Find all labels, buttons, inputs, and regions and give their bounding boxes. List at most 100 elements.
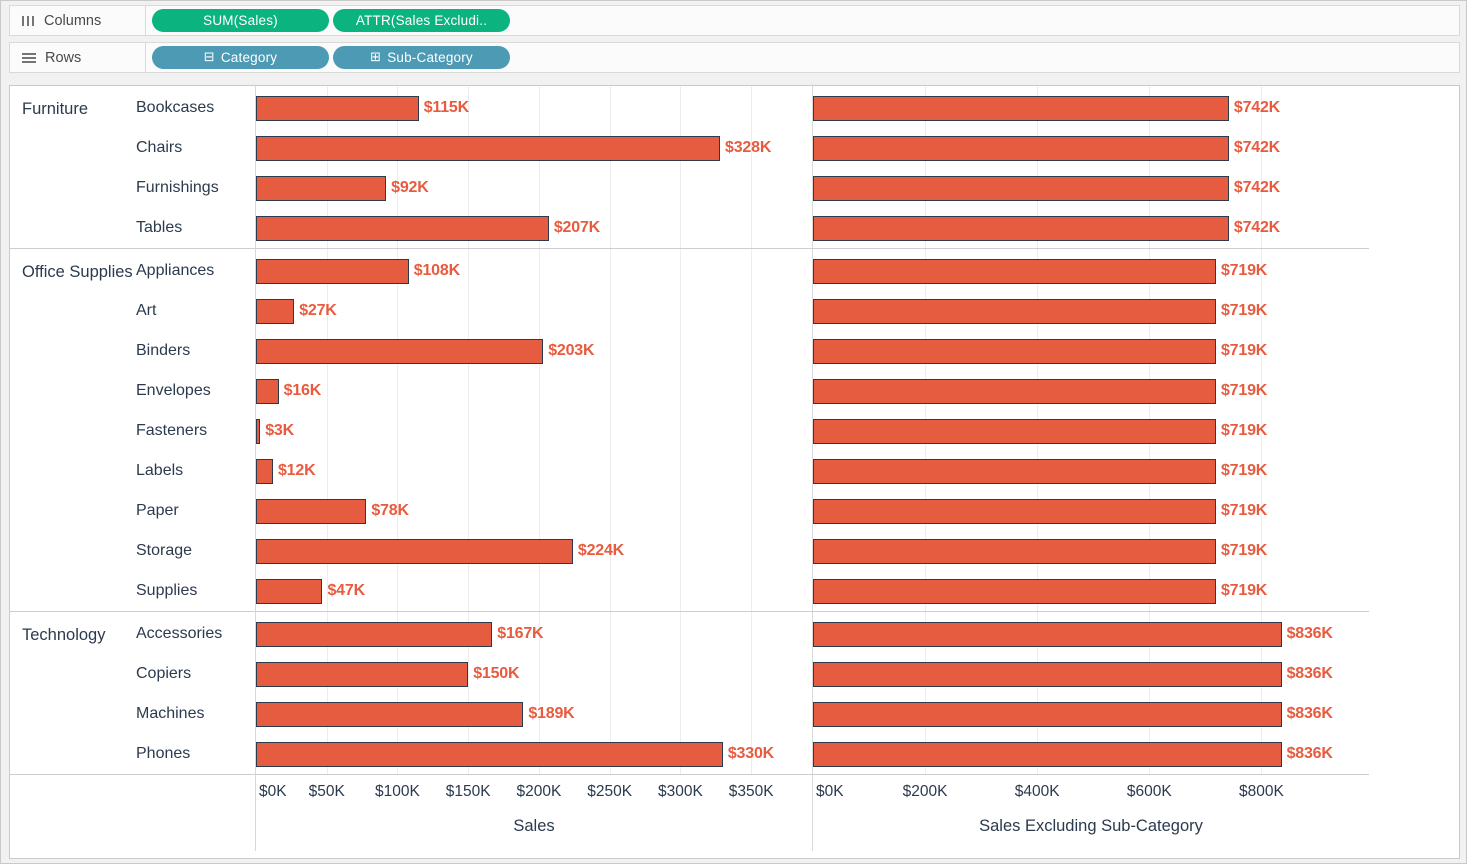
sub-category-header[interactable]: Storage	[136, 542, 193, 559]
bar-mark[interactable]	[256, 338, 544, 364]
bar-row: $115K	[256, 88, 812, 128]
bar-mark[interactable]	[813, 95, 1229, 121]
bar-mark[interactable]	[813, 175, 1229, 201]
columns-shelf-label-box[interactable]: Columns	[9, 5, 146, 36]
bar-mark[interactable]	[256, 538, 573, 564]
bar-row: $836K	[813, 654, 1369, 694]
sub-category-header[interactable]: Accessories	[136, 625, 223, 642]
bar-mark[interactable]	[256, 741, 723, 767]
bar-mark[interactable]	[256, 578, 323, 604]
gridline	[397, 249, 399, 611]
bar-mark[interactable]	[813, 258, 1216, 284]
pill-category[interactable]: ⊟ Category	[152, 46, 329, 69]
bar-value-label: $836K	[1286, 665, 1333, 682]
bar-value-label: $203K	[548, 342, 595, 359]
bar-mark[interactable]	[813, 135, 1229, 161]
bar-mark[interactable]	[813, 338, 1216, 364]
gridline	[609, 249, 611, 611]
bar-mark[interactable]	[813, 538, 1216, 564]
sub-category-header[interactable]: Machines	[136, 705, 205, 722]
bar-mark[interactable]	[813, 741, 1282, 767]
bar-value-label: $719K	[1220, 462, 1268, 479]
bar-mark[interactable]	[256, 701, 524, 727]
sub-category-header[interactable]: Supplies	[136, 582, 198, 599]
bar-value-label: $150K	[473, 665, 520, 682]
bar-mark[interactable]	[813, 661, 1282, 687]
bar-row: $16K	[256, 371, 812, 411]
bar-row: $719K	[813, 571, 1369, 611]
category-header[interactable]: Office Supplies	[10, 249, 136, 612]
bar-row: $836K	[813, 614, 1369, 654]
bar-mark[interactable]	[813, 458, 1216, 484]
bar-row: $203K	[256, 331, 812, 371]
bar-mark[interactable]	[813, 498, 1216, 524]
sub-category-header[interactable]: Tables	[136, 219, 183, 236]
gridline	[925, 86, 927, 248]
expand-box-icon[interactable]: ⊞	[370, 49, 382, 65]
pill-label: ATTR(Sales Excludi..	[355, 13, 488, 28]
sub-category-header[interactable]: Paper	[136, 502, 179, 519]
bar-mark[interactable]	[813, 378, 1216, 404]
bar-mark[interactable]	[256, 135, 721, 161]
pill-attr-sales-excluding[interactable]: ATTR(Sales Excludi..	[333, 9, 510, 32]
sub-category-header[interactable]: Bookcases	[136, 99, 215, 116]
sub-category-header[interactable]: Furnishings	[136, 179, 219, 196]
bar-mark[interactable]	[256, 418, 261, 444]
sub-category-headers: Bookcases Chairs Furnishings Tables	[136, 86, 255, 249]
bar-mark[interactable]	[256, 298, 295, 324]
gridline	[751, 612, 753, 774]
gridline	[397, 612, 399, 774]
rows-shelf-label-box[interactable]: Rows	[9, 42, 146, 73]
bar-mark[interactable]	[813, 578, 1216, 604]
sub-category-header[interactable]: Chairs	[136, 139, 183, 156]
bar-row: $719K	[813, 531, 1369, 571]
sub-category-header[interactable]: Labels	[136, 462, 184, 479]
bar-mark[interactable]	[813, 621, 1282, 647]
sub-category-header[interactable]: Phones	[136, 745, 191, 762]
bar-value-label: $108K	[413, 262, 460, 279]
bar-value-label: $719K	[1220, 542, 1268, 559]
bar-mark[interactable]	[813, 418, 1216, 444]
sub-category-header[interactable]: Envelopes	[136, 382, 211, 399]
bar-value-label: $207K	[553, 219, 600, 236]
bar-mark[interactable]	[256, 175, 387, 201]
bar-row: $78K	[256, 491, 812, 531]
sub-category-header[interactable]: Appliances	[136, 262, 215, 279]
bar-value-label: $742K	[1233, 219, 1281, 236]
bar-row: $719K	[813, 291, 1369, 331]
bar-mark[interactable]	[256, 95, 419, 121]
sub-category-header[interactable]: Fasteners	[136, 422, 208, 439]
gridline	[468, 86, 470, 248]
bar-mark[interactable]	[813, 215, 1229, 241]
bar-mark[interactable]	[256, 258, 409, 284]
bar-row: $3K	[256, 411, 812, 451]
sub-category-headers: Appliances Art Binders Envelopes Fasteners La…	[136, 249, 255, 612]
pill-sum-sales[interactable]: SUM(Sales)	[152, 9, 329, 32]
rows-shelf-area[interactable]: ⊟ Category ⊞ Sub-Category	[146, 42, 1460, 73]
bar-mark[interactable]	[256, 621, 493, 647]
bar-mark[interactable]	[256, 378, 279, 404]
columns-shelf-area[interactable]: SUM(Sales) ATTR(Sales Excludi..	[146, 5, 1460, 36]
category-header[interactable]: Technology	[10, 612, 136, 775]
sub-category-header[interactable]: Binders	[136, 342, 191, 359]
bar-value-label: $92K	[391, 179, 429, 196]
bar-mark[interactable]	[256, 498, 367, 524]
bar-mark[interactable]	[813, 701, 1282, 727]
bar-value-label: $78K	[371, 502, 409, 519]
sub-category-header[interactable]: Copiers	[136, 665, 192, 682]
axis-right-gap	[1369, 775, 1459, 863]
bar-mark[interactable]	[813, 298, 1216, 324]
bar-mark[interactable]	[256, 458, 273, 484]
bar-row: $150K	[256, 654, 812, 694]
bar-mark[interactable]	[256, 661, 469, 687]
category-header[interactable]: Furniture	[10, 86, 136, 249]
sub-category-header[interactable]: Art	[136, 302, 157, 319]
pill-sub-category[interactable]: ⊞ Sub-Category	[333, 46, 510, 69]
pill-label: Sub-Category	[387, 50, 473, 65]
worksheet-view: Furniture Bookcases Chairs Furnishings Table…	[9, 85, 1460, 859]
bar-mark[interactable]	[256, 215, 549, 241]
axis-tick-label: $0K	[259, 783, 287, 800]
gridline	[1037, 86, 1039, 248]
collapse-box-icon[interactable]: ⊟	[203, 49, 215, 65]
gridline	[468, 612, 470, 774]
